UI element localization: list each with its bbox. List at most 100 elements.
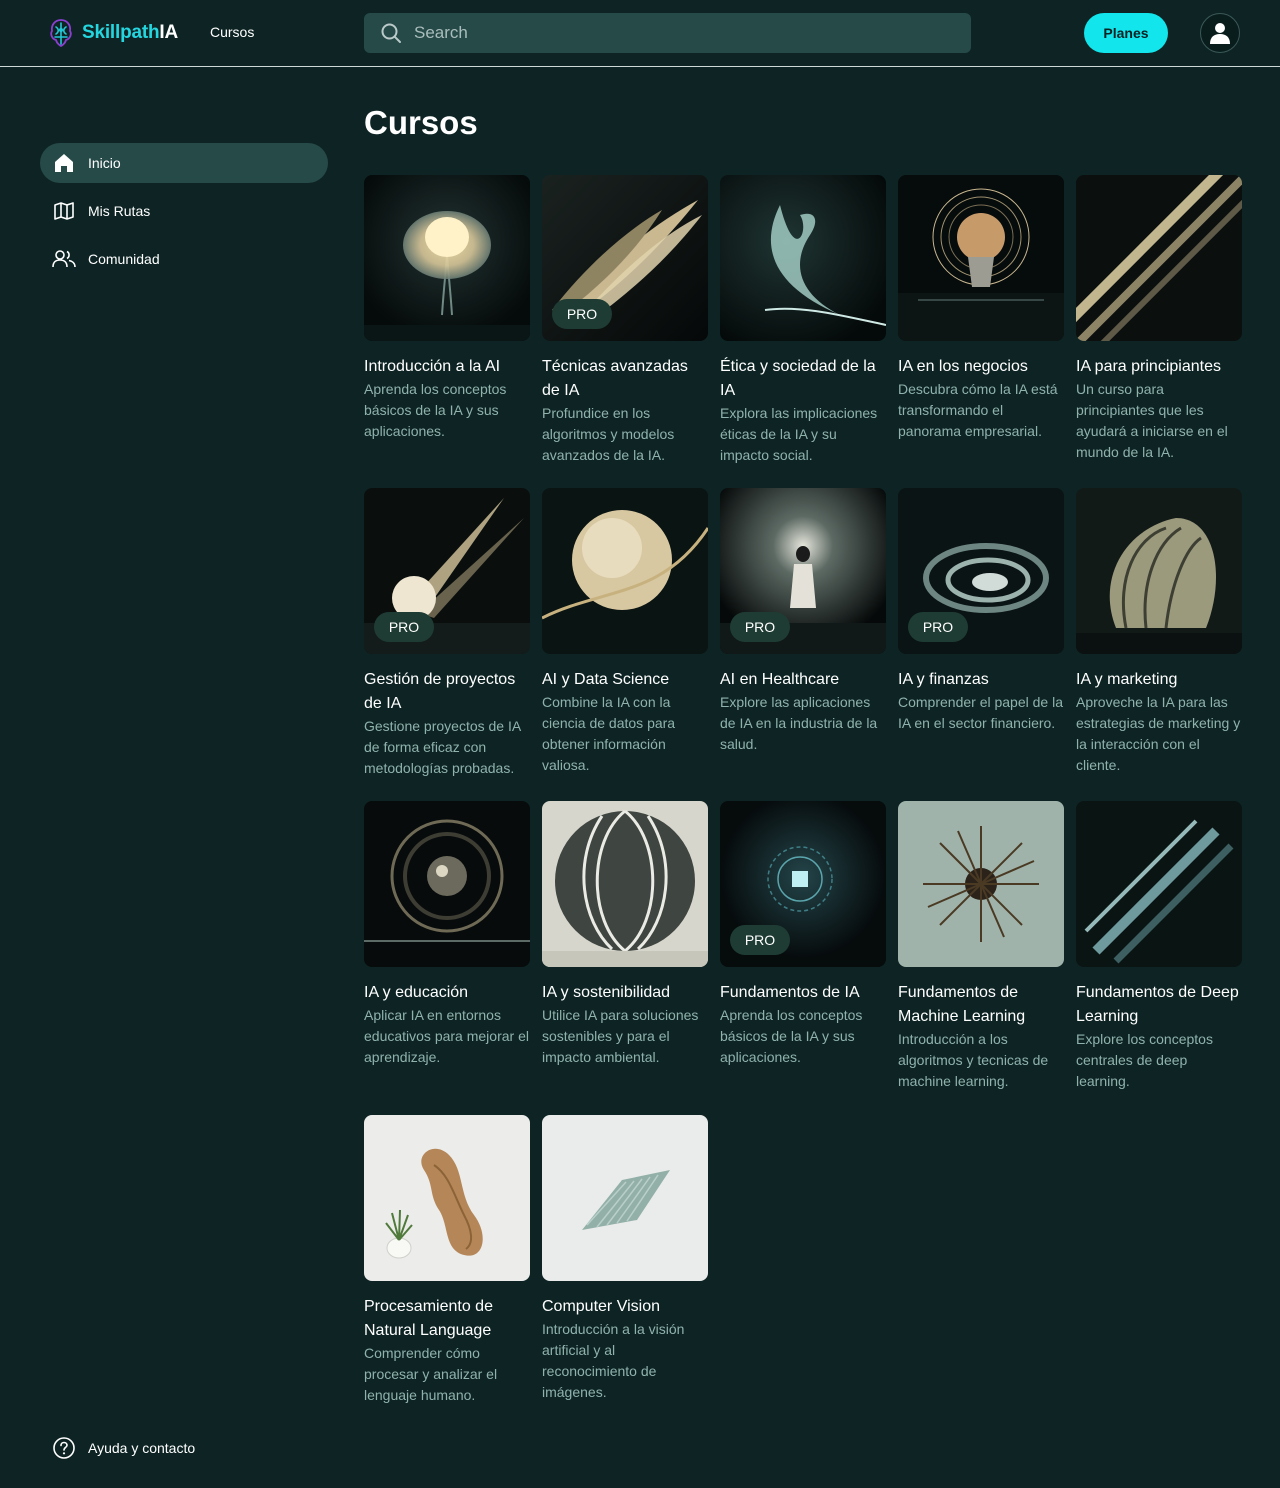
course-title: Fundamentos de Deep Learning bbox=[1076, 984, 1239, 1025]
course-image bbox=[1076, 488, 1242, 654]
user-avatar[interactable] bbox=[1200, 13, 1240, 53]
help-label: Ayuda y contacto bbox=[88, 1440, 196, 1456]
brand-name: SkillpathIA bbox=[82, 22, 178, 44]
course-thumbnail: PRO bbox=[720, 488, 886, 654]
course-title: IA en los negocios bbox=[898, 358, 1028, 375]
course-thumbnail: PRO bbox=[364, 488, 530, 654]
course-image bbox=[542, 1115, 708, 1281]
course-card[interactable]: Ética y sociedad de la IA Explora las imp… bbox=[720, 175, 886, 466]
course-thumbnail: PRO bbox=[542, 175, 708, 341]
pro-badge: PRO bbox=[730, 925, 790, 955]
course-title: Fundamentos de Machine Learning bbox=[898, 984, 1026, 1025]
course-title: IA y finanzas bbox=[898, 671, 989, 688]
course-description: Comprender el papel de la IA en el secto… bbox=[898, 694, 1063, 731]
sidebar-item-mis-rutas[interactable]: Mis Rutas bbox=[40, 191, 328, 231]
course-description: Profundice en los algoritmos y modelos a… bbox=[542, 405, 675, 463]
course-description: Gestione proyectos de IA de forma eficaz… bbox=[364, 718, 521, 776]
course-description: Aprenda los conceptos básicos de la IA y… bbox=[364, 381, 507, 439]
top-bar: SkillpathIA Cursos Planes bbox=[0, 0, 1280, 67]
course-card[interactable]: IA para principiantes Un curso para princ… bbox=[1076, 175, 1242, 463]
page-title: Cursos bbox=[364, 104, 478, 141]
course-title: IA y sostenibilidad bbox=[542, 984, 671, 1001]
course-thumbnail bbox=[898, 801, 1064, 967]
sidebar-item-inicio[interactable]: Inicio bbox=[40, 143, 328, 183]
course-thumbnail bbox=[542, 488, 708, 654]
course-title: IA para principiantes bbox=[1076, 358, 1221, 375]
course-image bbox=[542, 801, 708, 967]
help-contact-link[interactable]: Ayuda y contacto bbox=[52, 1436, 195, 1460]
course-card[interactable]: PRO IA y finanzas Comprender el papel de l… bbox=[898, 488, 1064, 734]
course-image bbox=[542, 488, 708, 654]
course-title: Procesamiento de Natural Language bbox=[364, 1298, 493, 1339]
course-description: Aproveche la IA para las estrategias de … bbox=[1076, 694, 1241, 773]
course-card[interactable]: PRO Técnicas avanzadas de IA Profundice en… bbox=[542, 175, 708, 466]
course-title: Fundamentos de IA bbox=[720, 984, 860, 1001]
course-card[interactable]: IA en los negocios Descubra cómo la IA es… bbox=[898, 175, 1064, 442]
course-title: AI en Healthcare bbox=[720, 671, 840, 688]
pro-badge: PRO bbox=[908, 612, 968, 642]
course-card[interactable]: IA y sostenibilidad Utilice IA para soluc… bbox=[542, 801, 708, 1068]
course-description: Explora las implicaciones éticas de la I… bbox=[720, 405, 878, 463]
course-thumbnail bbox=[1076, 175, 1242, 341]
brand-name-part-2: IA bbox=[159, 22, 178, 43]
course-description: Aplicar IA en entornos educativos para m… bbox=[364, 1007, 529, 1065]
course-thumbnail bbox=[364, 801, 530, 967]
home-icon bbox=[52, 151, 76, 175]
users-icon bbox=[52, 247, 76, 271]
course-card[interactable]: AI y Data Science Combine la IA con la ci… bbox=[542, 488, 708, 776]
planes-button[interactable]: Planes bbox=[1084, 13, 1168, 53]
course-title: IA y educación bbox=[364, 984, 469, 1001]
course-thumbnail bbox=[1076, 488, 1242, 654]
course-card[interactable]: IA y marketing Aproveche la IA para las e… bbox=[1076, 488, 1242, 776]
course-image bbox=[898, 175, 1064, 341]
map-icon bbox=[52, 199, 76, 223]
course-description: Introducción a la visión artificial y al… bbox=[542, 1321, 685, 1400]
course-thumbnail: PRO bbox=[898, 488, 1064, 654]
course-image bbox=[364, 175, 530, 341]
course-card[interactable]: Computer Vision Introducción a la visión … bbox=[542, 1115, 708, 1403]
course-title: IA y marketing bbox=[1076, 671, 1178, 688]
course-title: Introducción a la AI bbox=[364, 358, 501, 375]
nav-link-cursos[interactable]: Cursos bbox=[210, 24, 255, 40]
course-title: Ética y sociedad de la IA bbox=[720, 358, 876, 399]
course-card[interactable]: PRO Gestión de proyectos de IA Gestione pr… bbox=[364, 488, 530, 779]
course-card[interactable]: Procesamiento de Natural Language Compren… bbox=[364, 1115, 530, 1406]
user-icon bbox=[1210, 23, 1230, 44]
course-description: Un curso para principiantes que les ayud… bbox=[1076, 381, 1228, 460]
course-description: Combine la IA con la ciencia de datos pa… bbox=[542, 694, 676, 773]
course-description: Descubra cómo la IA está transformando e… bbox=[898, 381, 1058, 439]
sidebar-item-label: Inicio bbox=[88, 155, 121, 171]
pro-badge: PRO bbox=[552, 299, 612, 329]
course-thumbnail bbox=[364, 1115, 530, 1281]
course-thumbnail bbox=[364, 175, 530, 341]
course-card[interactable]: PRO Fundamentos de IA Aprenda los concepto… bbox=[720, 801, 886, 1068]
course-thumbnail bbox=[1076, 801, 1242, 967]
course-card[interactable]: Fundamentos de Deep Learning Explore los … bbox=[1076, 801, 1242, 1092]
course-image bbox=[898, 488, 1064, 654]
course-description: Comprender cómo procesar y analizar el l… bbox=[364, 1345, 498, 1403]
course-description: Aprenda los conceptos básicos de la IA y… bbox=[720, 1007, 863, 1065]
course-image bbox=[898, 801, 1064, 967]
course-title: Técnicas avanzadas de IA bbox=[542, 358, 688, 399]
course-card[interactable]: PRO AI en Healthcare Explore las aplicacio… bbox=[720, 488, 886, 755]
course-thumbnail bbox=[542, 1115, 708, 1281]
course-description: Introducción a los algoritmos y tecnicas… bbox=[898, 1031, 1049, 1089]
course-card[interactable]: Fundamentos de Machine Learning Introducc… bbox=[898, 801, 1064, 1092]
pro-badge: PRO bbox=[374, 612, 434, 642]
brand-logo[interactable]: SkillpathIA bbox=[48, 17, 178, 49]
course-thumbnail bbox=[898, 175, 1064, 341]
course-card[interactable]: Introducción a la AI Aprenda los concepto… bbox=[364, 175, 530, 442]
search-icon bbox=[381, 23, 401, 43]
course-image bbox=[364, 801, 530, 967]
course-card[interactable]: IA y educación Aplicar IA en entornos edu… bbox=[364, 801, 530, 1068]
search-input[interactable] bbox=[414, 13, 954, 53]
course-title: Gestión de proyectos de IA bbox=[364, 671, 516, 712]
help-icon bbox=[53, 1437, 75, 1459]
course-thumbnail bbox=[720, 175, 886, 341]
course-image bbox=[364, 1115, 530, 1281]
search-bar[interactable] bbox=[364, 13, 971, 53]
sidebar-item-comunidad[interactable]: Comunidad bbox=[40, 239, 328, 279]
course-image bbox=[1076, 801, 1242, 967]
sidebar-item-label: Comunidad bbox=[88, 251, 160, 267]
brand-name-part-1: Skillpath bbox=[82, 22, 160, 43]
